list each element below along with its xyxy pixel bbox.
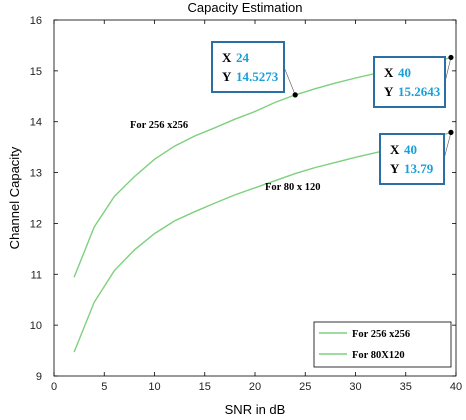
legend-label-256: For 256 x256 <box>352 329 410 340</box>
datatip-y-label: Y <box>222 69 232 84</box>
y-tick-label: 14 <box>30 117 42 129</box>
y-tick-label: 9 <box>36 371 42 383</box>
datatip-y-label: Y <box>384 84 394 99</box>
datatip-y-value: 14.5273 <box>236 69 279 84</box>
datatip-x-value: 24 <box>236 50 250 65</box>
datatip-leader <box>443 132 452 160</box>
datatip-box <box>379 133 445 185</box>
datatip-x-value: 40 <box>398 65 411 80</box>
legend-label-80: For 80X120 <box>352 350 405 361</box>
x-tick-label: 25 <box>299 381 311 393</box>
x-tick-label: 30 <box>349 381 361 393</box>
datatip-1: X 24 Y 14.5273 <box>211 41 298 98</box>
y-tick-label: 16 <box>30 15 42 27</box>
datatip-box <box>373 56 446 108</box>
series-label-80: For 80 x 120 <box>265 182 321 193</box>
x-tick-label: 0 <box>51 381 57 393</box>
y-tick-label: 10 <box>30 320 42 332</box>
x-tick-label: 35 <box>400 381 412 393</box>
x-axis-label: SNR in dB <box>225 402 286 417</box>
datatip-marker <box>292 92 298 98</box>
datatip-y-value: 13.79 <box>404 161 434 176</box>
datatip-x-label: X <box>390 142 400 157</box>
x-tick-label: 10 <box>148 381 160 393</box>
datatip-marker <box>448 129 454 135</box>
datatip-x-value: 40 <box>404 142 417 157</box>
datatip-2: X 40 Y 15.2643 <box>373 54 454 108</box>
y-axis-label: Channel Capacity <box>7 146 22 249</box>
datatip-marker <box>448 54 454 61</box>
y-axis-ticks: 9 10 11 12 13 14 15 16 <box>30 15 456 383</box>
datatip-box <box>211 41 285 93</box>
datatip-3: X 40 Y 13.79 <box>379 129 454 185</box>
y-tick-label: 12 <box>30 218 42 230</box>
x-axis-ticks: 0 5 10 15 20 25 30 35 40 <box>51 20 462 393</box>
legend: For 256 x256 For 80X120 <box>313 321 452 368</box>
y-tick-label: 15 <box>30 66 42 78</box>
legend-box <box>313 321 452 368</box>
datatip-y-value: 15.2643 <box>398 84 441 99</box>
x-tick-label: 40 <box>450 381 462 393</box>
x-tick-label: 5 <box>101 381 107 393</box>
x-tick-label: 15 <box>199 381 211 393</box>
datatip-x-label: X <box>222 50 232 65</box>
datatip-y-label: Y <box>390 161 400 176</box>
datatips: X 24 Y 14.5273 X 40 Y 15.2643 X 40 Y 13.79 <box>211 41 454 185</box>
datatip-x-label: X <box>384 65 394 80</box>
chart-title: Capacity Estimation <box>188 0 303 15</box>
y-tick-label: 13 <box>30 168 42 180</box>
y-tick-label: 11 <box>31 269 42 281</box>
datatip-leader <box>283 66 296 96</box>
series-label-256: For 256 x256 <box>130 120 188 131</box>
x-tick-label: 20 <box>249 381 261 393</box>
